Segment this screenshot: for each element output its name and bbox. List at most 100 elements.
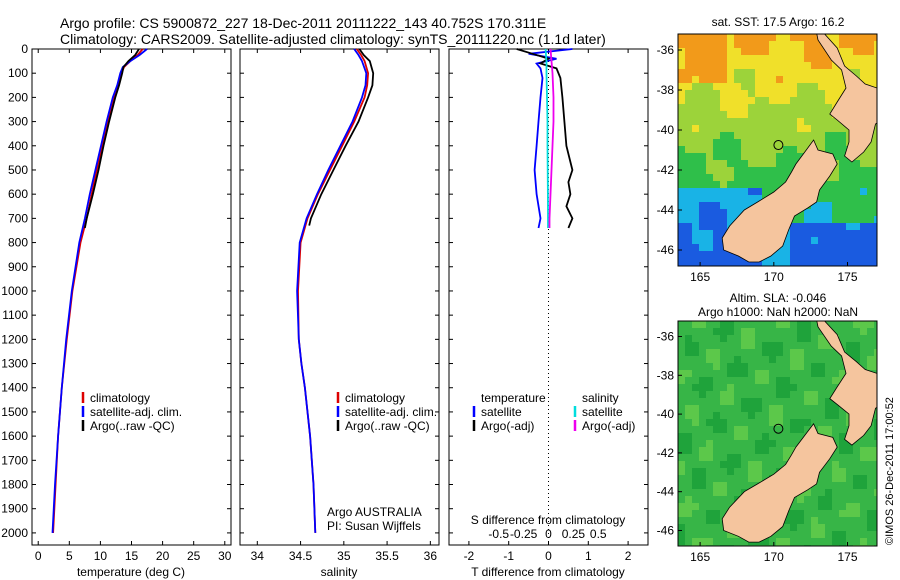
map-cell <box>790 531 798 539</box>
map-cell <box>748 433 756 441</box>
map-cell <box>811 83 819 91</box>
map-cell <box>727 412 735 420</box>
map-cell <box>832 83 840 91</box>
map-cell <box>734 342 742 350</box>
map-cell <box>685 111 693 119</box>
map-cell <box>727 209 735 217</box>
map-cell <box>713 69 721 77</box>
map-cell <box>706 433 714 441</box>
map-cell <box>727 139 735 147</box>
map-cell <box>776 167 784 175</box>
map-cell <box>741 419 749 427</box>
map-cell <box>797 377 805 385</box>
map-cell <box>804 538 812 546</box>
map-cell <box>769 111 777 119</box>
map-cell <box>727 132 735 140</box>
map-cell <box>818 391 826 399</box>
map-cell <box>797 405 805 413</box>
map-cell <box>776 321 784 329</box>
map-x-tick-label: 175 <box>838 550 858 564</box>
map-cell <box>846 447 854 455</box>
map-cell <box>783 83 791 91</box>
map-cell <box>790 349 798 357</box>
map-cell <box>720 342 728 350</box>
map-cell <box>727 342 735 350</box>
map-cell <box>678 146 686 154</box>
map-cell <box>769 69 777 77</box>
map-cell <box>790 342 798 350</box>
map-cell <box>685 48 693 56</box>
map-cell <box>755 55 763 63</box>
temperature-panel-frame <box>31 48 232 546</box>
map-cell <box>825 496 833 504</box>
map-cell <box>685 237 693 245</box>
x2-tick-label: -0.25 <box>510 527 538 541</box>
map-cell <box>832 321 840 329</box>
map-cell <box>727 370 735 378</box>
map-cell <box>678 342 686 350</box>
map-cell <box>734 188 742 196</box>
map-cell <box>762 160 770 168</box>
map-cell <box>867 335 875 343</box>
series-line-argo-raw-qc- <box>84 48 140 229</box>
map-cell <box>692 454 700 462</box>
map-cell <box>685 118 693 126</box>
map-cell <box>804 34 812 42</box>
map-cell <box>734 174 742 182</box>
map-cell <box>769 34 777 42</box>
map-cell <box>832 524 840 532</box>
map-cell <box>713 188 721 196</box>
map-cell <box>853 34 861 42</box>
map-cell <box>692 412 700 420</box>
map-cell <box>825 398 833 406</box>
y-tick-label: 1400 <box>1 381 28 395</box>
map-cell <box>783 55 791 63</box>
map-cell <box>783 517 791 525</box>
map-cell <box>853 454 861 462</box>
map-cell <box>874 216 877 224</box>
map-cell <box>839 76 847 84</box>
map-cell <box>804 83 812 91</box>
map-cell <box>825 363 833 371</box>
map-cell <box>818 258 826 266</box>
map-cell <box>790 412 798 420</box>
salinity-panel-frame <box>239 48 440 546</box>
map-cell <box>825 209 833 217</box>
map-cell <box>713 62 721 70</box>
map-cell <box>839 496 847 504</box>
map-cell <box>678 48 686 56</box>
map-cell <box>776 391 784 399</box>
map-cell <box>860 440 868 448</box>
map-cell <box>867 447 875 455</box>
map-cell <box>720 412 728 420</box>
map-cell <box>874 426 877 434</box>
map-cell <box>762 321 770 329</box>
map-cell <box>699 412 707 420</box>
map-cell <box>706 447 714 455</box>
map-cell <box>825 349 833 357</box>
map-cell <box>699 83 707 91</box>
map-cell <box>860 342 868 350</box>
map-cell <box>720 328 728 336</box>
map-cell <box>790 230 798 238</box>
map-cell <box>720 76 728 84</box>
map-cell <box>811 538 819 546</box>
map-cell <box>727 34 735 42</box>
map-cell <box>762 461 770 469</box>
map-cell <box>706 482 714 490</box>
map-cell <box>790 258 798 266</box>
map-cell <box>755 328 763 336</box>
map-cell <box>783 146 791 154</box>
map-cell <box>720 34 728 42</box>
map-cell <box>692 132 700 140</box>
map-cell <box>846 531 854 539</box>
map-cell <box>727 398 735 406</box>
map-cell <box>804 237 812 245</box>
map-cell <box>713 461 721 469</box>
map-cell <box>818 384 826 392</box>
map-cell <box>755 433 763 441</box>
map-cell <box>776 447 784 455</box>
map-cell <box>692 62 700 70</box>
map-cell <box>818 349 826 357</box>
map-cell <box>699 230 707 238</box>
